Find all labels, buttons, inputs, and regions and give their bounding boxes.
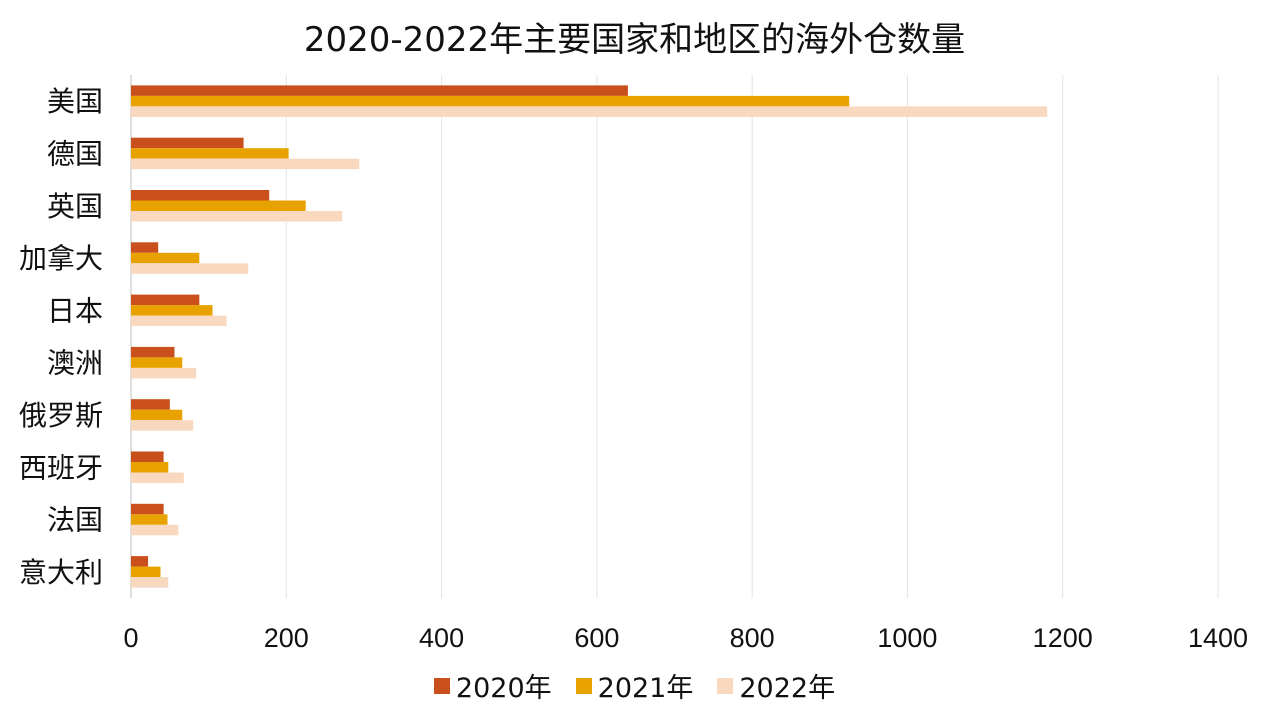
x-tick-label: 600 — [574, 623, 619, 653]
bar — [131, 503, 164, 515]
bar — [131, 190, 270, 201]
bar — [131, 409, 183, 421]
x-tick-label: 400 — [419, 623, 464, 653]
bar — [131, 200, 306, 211]
category-label: 英国 — [47, 190, 103, 223]
bar — [131, 420, 194, 431]
bar — [131, 242, 159, 253]
legend-label: 2020年 — [455, 673, 552, 704]
bar — [131, 462, 169, 473]
x-axis-ticks: 0 200 400 600 800 1000 1200 1400 — [123, 623, 1248, 653]
bar — [131, 357, 183, 368]
category-label: 日本 — [47, 294, 103, 327]
bar — [131, 315, 227, 327]
x-tick-label: 1000 — [877, 623, 937, 653]
bar — [131, 305, 213, 316]
bar — [131, 85, 628, 96]
legend-swatch — [575, 677, 592, 694]
category-label: 俄罗斯 — [19, 399, 103, 432]
legend-label: 2022年 — [739, 673, 836, 704]
x-tick-label: 1400 — [1188, 623, 1248, 653]
bar — [131, 148, 289, 159]
x-tick-label: 1200 — [1033, 623, 1093, 653]
x-tick-label: 800 — [730, 623, 775, 653]
category-label: 德国 — [47, 137, 103, 170]
legend-label: 2021年 — [597, 673, 694, 704]
legend-item: 2022年 — [717, 666, 835, 705]
bar — [131, 577, 169, 588]
x-tick-label: 0 — [123, 623, 138, 653]
bar — [131, 252, 200, 264]
bar — [131, 367, 197, 379]
bar — [131, 524, 179, 536]
legend-swatch — [433, 677, 450, 694]
category-label: 西班牙 — [19, 451, 103, 484]
bar — [131, 158, 360, 170]
bars — [131, 85, 1048, 588]
legend-item: 2020年 — [433, 666, 552, 705]
bar — [131, 263, 249, 274]
category-label: 澳洲 — [47, 347, 103, 380]
legend: 2020年 2021年 2022年 — [0, 666, 1269, 705]
bar — [131, 106, 1048, 117]
bar — [131, 294, 200, 306]
bar — [131, 451, 164, 462]
legend-swatch — [717, 677, 734, 694]
bar — [131, 95, 850, 107]
bar — [131, 514, 168, 525]
category-label: 加拿大 — [19, 242, 103, 275]
category-label: 法国 — [47, 504, 103, 537]
bar — [131, 566, 161, 578]
category-label: 意大利 — [19, 556, 103, 589]
legend-item: 2021年 — [575, 666, 694, 705]
bar — [131, 556, 149, 567]
bar — [131, 137, 244, 149]
bar — [131, 399, 170, 410]
x-tick-label: 200 — [264, 623, 309, 653]
category-label: 美国 — [47, 85, 103, 118]
bar — [131, 211, 343, 222]
gridlines — [130, 75, 1219, 598]
bar — [131, 346, 175, 358]
chart-title: 2020-2022年主要国家和地区的海外仓数量 — [303, 20, 966, 60]
bar — [131, 472, 184, 483]
